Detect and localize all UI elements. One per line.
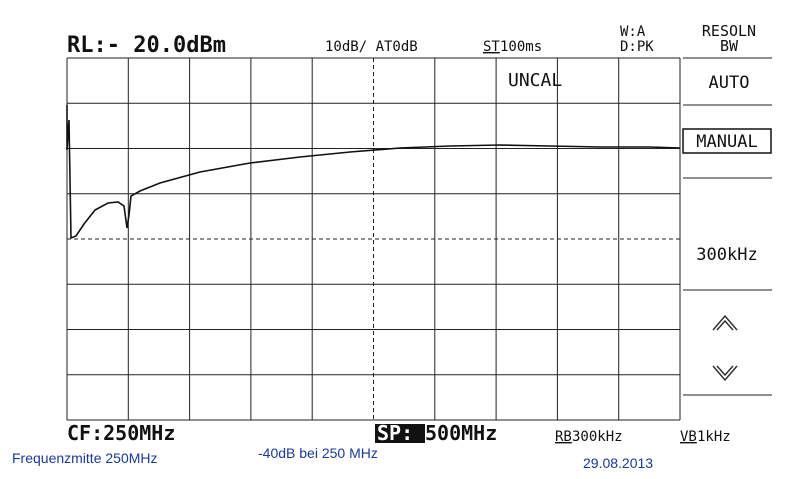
rbw-key: RB [555,429,572,445]
vbw-key: VB [680,429,697,445]
span-value: 500MHz [425,421,497,445]
sweep-time-key: ST [483,39,500,55]
level-note: -40dB bei 250 MHz [258,445,378,461]
vbw-value: 1kHz [697,429,731,445]
scale-attenuation: 10dB/ AT0dB [325,39,418,55]
softkey-manual[interactable]: MANUAL [696,132,757,152]
softkey-value: 300kHz [696,245,757,265]
softkey-title: BW [720,37,739,55]
sweep-time-value: 100ms [500,39,542,55]
write-mode: W:A [620,24,646,40]
date: 29.08.2013 [583,455,653,471]
rbw-value: 300kHz [572,429,623,445]
span-key: SP: [377,421,413,445]
softkey-auto[interactable]: AUTO [709,73,750,93]
detector: D:PK [620,39,654,55]
center-note: Frequenzmitte 250MHz [12,450,158,466]
reference-level: RL:- 20.0dBm [67,33,226,58]
page: RL:- 20.0dBm 10dB/ AT0dB ST 100ms W:A D:… [0,0,800,479]
uncal-status: UNCAL [508,70,562,91]
center-frequency: CF:250MHz [67,421,175,445]
analyzer-screen: RL:- 20.0dBm 10dB/ AT0dB ST 100ms W:A D:… [0,0,800,479]
